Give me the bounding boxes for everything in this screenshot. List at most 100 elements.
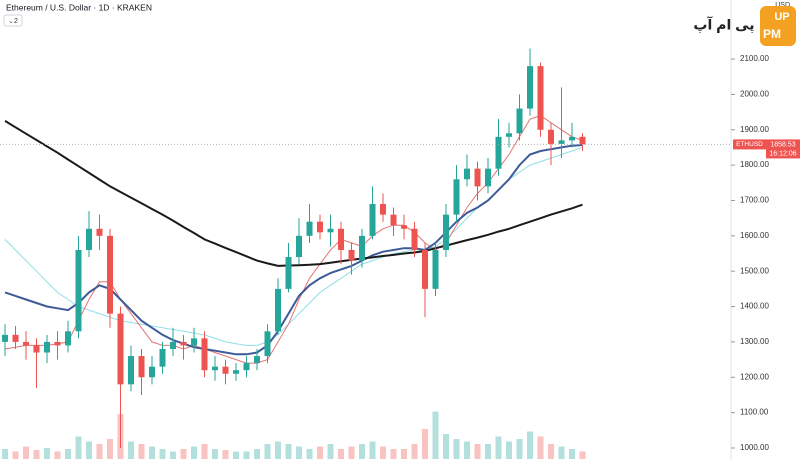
volume-bar: [317, 446, 323, 459]
volume-bar: [348, 446, 355, 459]
candle-body: [296, 235, 302, 258]
candle-body: [138, 356, 145, 378]
y-tick-label: 1400.00: [740, 302, 769, 311]
candle-body: [369, 204, 376, 236]
indicator-toggle[interactable]: [3, 14, 23, 27]
candle-body: [443, 214, 449, 250]
candle-body: [201, 338, 208, 371]
volume-bar: [107, 439, 113, 459]
y-tick-label: 1700.00: [740, 196, 769, 205]
y-tick-label: 1800.00: [740, 160, 769, 169]
plot: 1000.00 1100.00 1200.00 1300.00 1400.00 1500.…: [0, 48, 769, 459]
candle-body: [44, 341, 50, 353]
candle-body: [86, 228, 92, 250]
candle-body: [2, 334, 8, 342]
candle-body: [359, 235, 365, 261]
candle-body: [107, 235, 113, 314]
volume-bar: [86, 441, 92, 459]
price-tag: [766, 139, 800, 159]
candle-body: [327, 228, 334, 233]
candle-body: [149, 366, 155, 378]
logo-badge-bottom: PM: [763, 27, 781, 41]
candle-body: [537, 66, 544, 130]
logo-text: پی ام آپ: [693, 16, 754, 34]
chart-title: Ethereum / U.S. Dollar · 1D · KRAKEN: [6, 2, 152, 12]
logo-badge-top: UP: [774, 11, 789, 23]
volume-bar: [243, 451, 250, 459]
countdown-text: 16:12:06: [769, 150, 796, 157]
candle-body: [422, 249, 428, 289]
candle-body: [75, 249, 82, 332]
candle-body: [54, 341, 61, 346]
volume-bar: [359, 444, 365, 459]
candle-body: [474, 168, 481, 187]
y-tick-label: 1900.00: [740, 125, 769, 134]
candle-body: [23, 341, 29, 346]
candle-body: [159, 348, 166, 367]
candle-body: [432, 249, 439, 289]
candle-body: [306, 221, 313, 236]
candle-body: [380, 204, 386, 215]
volume-bar: [474, 444, 481, 459]
candle-body: [222, 366, 229, 374]
indicator-count: 2: [14, 18, 18, 25]
candle-body: [264, 331, 271, 357]
candle-body: [254, 356, 260, 364]
volume-bar: [558, 446, 565, 459]
candle-body: [170, 341, 176, 349]
volume-bar: [65, 449, 71, 459]
volume-bar: [443, 434, 449, 459]
candle-body: [243, 363, 250, 371]
volume-bar: [264, 444, 271, 459]
candle-body: [180, 341, 187, 346]
volume-bar: [579, 451, 586, 459]
volume-bar: [338, 449, 344, 459]
volume-bar: [327, 444, 334, 459]
candle-body: [411, 228, 418, 250]
candle-body: [233, 370, 239, 374]
y-tick-label: 1000.00: [740, 443, 769, 452]
candle-body: [128, 356, 134, 385]
moving-average: [4, 120, 583, 267]
volume-bar: [170, 451, 176, 459]
volume-bar: [390, 449, 397, 459]
volume-bar: [222, 450, 229, 459]
volume-bar: [191, 446, 197, 459]
volume-bar: [548, 444, 554, 459]
volume-bar: [96, 444, 103, 459]
candle-body: [401, 225, 407, 229]
candle-body: [96, 228, 103, 236]
candle-body: [569, 136, 575, 141]
candle-body: [212, 366, 218, 371]
y-tick-label: 1500.00: [740, 266, 769, 275]
candle-body: [348, 249, 355, 261]
volume-bar: [537, 436, 544, 459]
candle-body: [527, 66, 533, 109]
volume-bar: [464, 441, 470, 459]
volume-bar: [23, 446, 29, 459]
axis-unit: USD: [775, 2, 790, 9]
volume-bar: [485, 444, 491, 459]
y-tick-label: 1300.00: [740, 337, 769, 346]
y-tick-label: 2000.00: [740, 90, 769, 99]
volume-bar: [33, 450, 40, 459]
candle-body: [33, 345, 40, 353]
candle-body: [390, 214, 397, 226]
y-tick-label: 1600.00: [740, 231, 769, 240]
volume-bar: [506, 441, 512, 459]
y-tick-label: 1100.00: [740, 408, 769, 417]
candle-body: [65, 331, 71, 346]
indicator-chevron: ⌄: [8, 18, 14, 25]
volume-bar: [527, 431, 533, 459]
volume-bar: [306, 449, 313, 459]
symbol-tag-text: ETHUSD: [736, 141, 763, 148]
candle-body: [275, 288, 281, 332]
volume-bar: [180, 449, 187, 459]
candle-body: [485, 168, 491, 187]
volume-bar: [285, 444, 292, 459]
price-tag-text: 1858.53: [770, 141, 795, 148]
candle-body: [464, 168, 470, 180]
candle-body: [558, 140, 565, 144]
moving-average: [4, 144, 583, 356]
